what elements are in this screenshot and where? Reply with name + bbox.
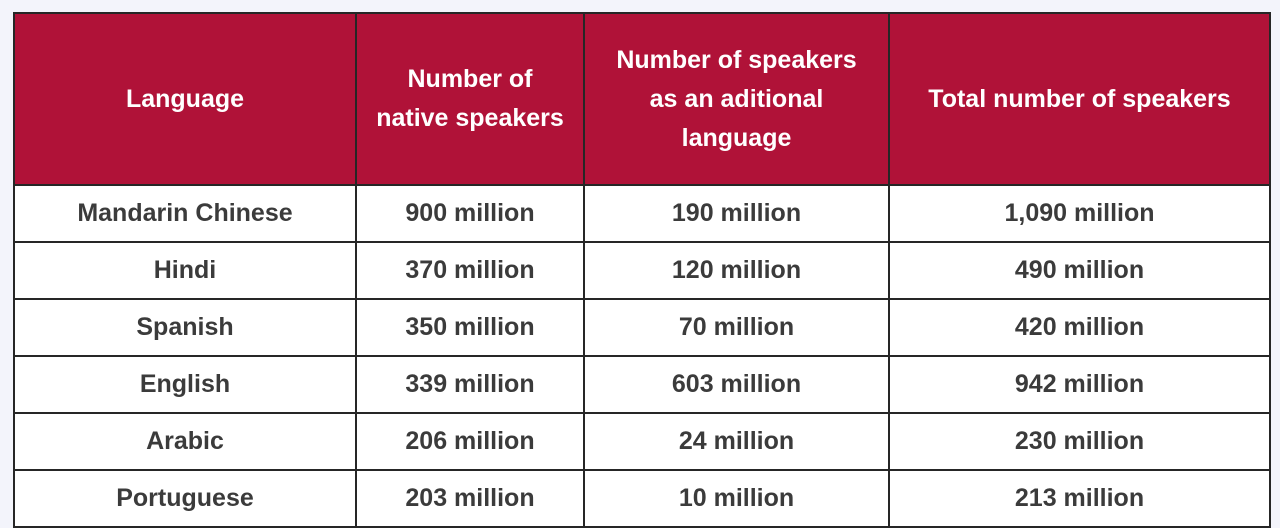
cell-additional-speakers: 24 million — [583, 412, 890, 471]
cell-total-speakers: 490 million — [888, 241, 1271, 300]
cell-additional-speakers: 10 million — [583, 469, 890, 528]
table-row: Hindi 370 million 120 million 490 millio… — [13, 241, 1271, 300]
speakers-table: Language Number of native speakers Numbe… — [13, 12, 1271, 528]
header-row: Language Number of native speakers Numbe… — [13, 12, 1271, 186]
cell-language: Spanish — [13, 298, 357, 357]
table-row: English 339 million 603 million 942 mill… — [13, 355, 1271, 414]
cell-native-speakers: 370 million — [355, 241, 585, 300]
cell-native-speakers: 350 million — [355, 298, 585, 357]
cell-language: English — [13, 355, 357, 414]
cell-language: Hindi — [13, 241, 357, 300]
table-row: Spanish 350 million 70 million 420 milli… — [13, 298, 1271, 357]
cell-total-speakers: 1,090 million — [888, 184, 1271, 243]
cell-native-speakers: 900 million — [355, 184, 585, 243]
cell-total-speakers: 420 million — [888, 298, 1271, 357]
cell-additional-speakers: 70 million — [583, 298, 890, 357]
header-native-speakers: Number of native speakers — [355, 12, 585, 186]
header-language: Language — [13, 12, 357, 186]
table-row: Mandarin Chinese 900 million 190 million… — [13, 184, 1271, 243]
header-additional-speakers: Number of speakers as an aditional langu… — [583, 12, 890, 186]
table-row: Portuguese 203 million 10 million 213 mi… — [13, 469, 1271, 528]
table-row: Arabic 206 million 24 million 230 millio… — [13, 412, 1271, 471]
cell-native-speakers: 339 million — [355, 355, 585, 414]
table-header: Language Number of native speakers Numbe… — [13, 12, 1271, 186]
table-body: Mandarin Chinese 900 million 190 million… — [13, 184, 1271, 528]
cell-language: Portuguese — [13, 469, 357, 528]
header-total-speakers: Total number of speakers — [888, 12, 1271, 186]
cell-native-speakers: 206 million — [355, 412, 585, 471]
cell-language: Mandarin Chinese — [13, 184, 357, 243]
cell-additional-speakers: 603 million — [583, 355, 890, 414]
cell-total-speakers: 230 million — [888, 412, 1271, 471]
cell-additional-speakers: 190 million — [583, 184, 890, 243]
cell-total-speakers: 942 million — [888, 355, 1271, 414]
cell-total-speakers: 213 million — [888, 469, 1271, 528]
cell-additional-speakers: 120 million — [583, 241, 890, 300]
cell-native-speakers: 203 million — [355, 469, 585, 528]
cell-language: Arabic — [13, 412, 357, 471]
